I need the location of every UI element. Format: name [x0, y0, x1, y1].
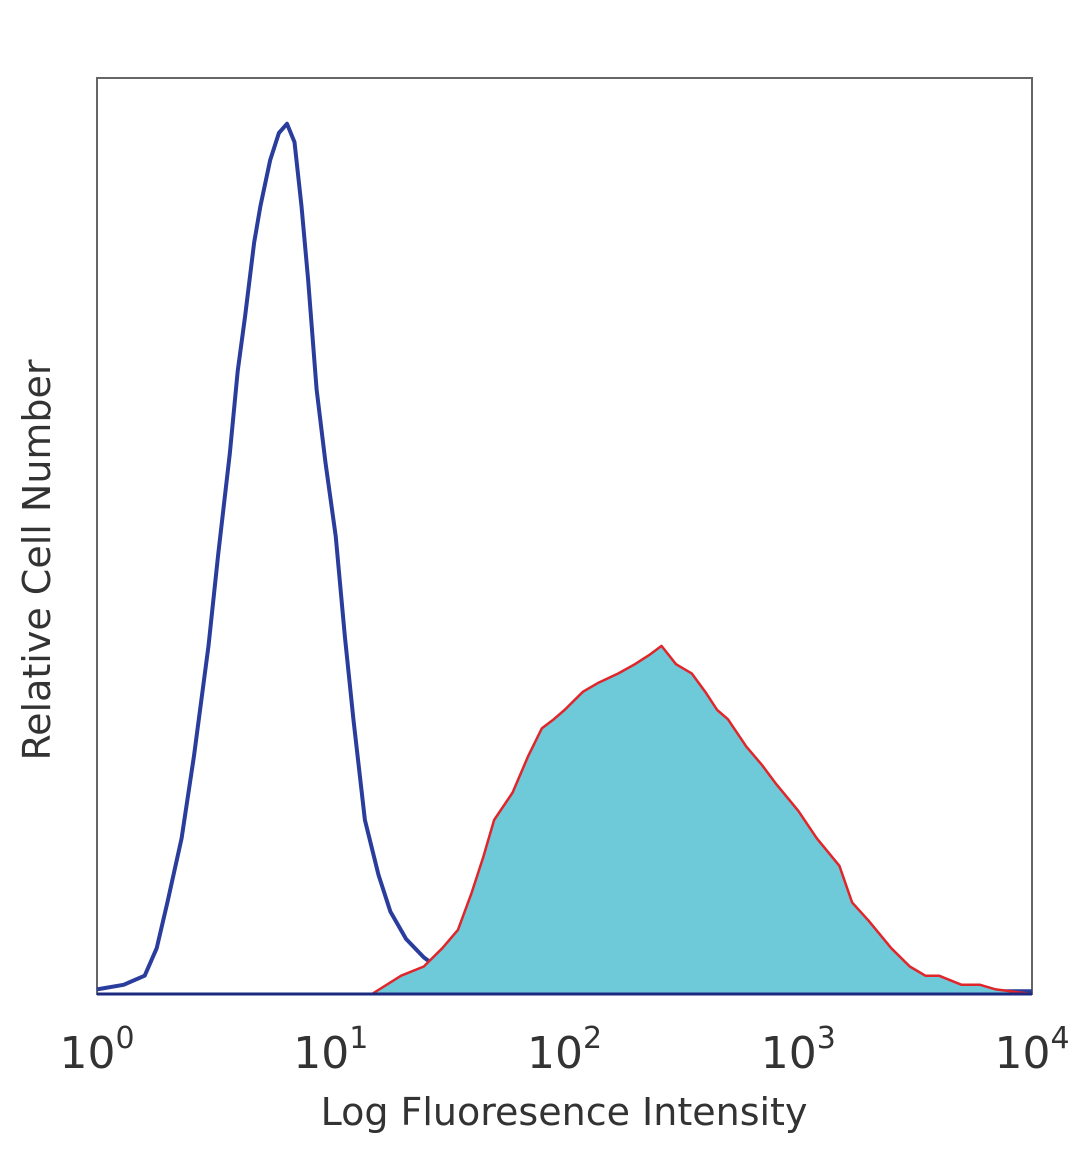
- x-tick-exp-1: 1: [349, 1021, 368, 1056]
- x-tick-base-4: 10: [994, 1028, 1050, 1079]
- series-layer: [96, 121, 1033, 996]
- x-tick-labels: 100 101 102 103 104: [59, 1021, 1069, 1079]
- y-axis-label: Relative Cell Number: [15, 359, 59, 760]
- series-1-line: [97, 644, 1033, 996]
- x-tick-base-0: 10: [59, 1028, 115, 1079]
- x-tick-label-3: 103: [761, 1021, 836, 1079]
- x-tick-label-2: 102: [527, 1021, 602, 1079]
- x-tick-base-1: 10: [293, 1028, 349, 1079]
- x-tick-exp-0: 0: [115, 1021, 134, 1056]
- x-tick-base-2: 10: [527, 1028, 583, 1079]
- x-tick-exp-3: 3: [817, 1021, 836, 1056]
- x-tick-base-3: 10: [761, 1028, 817, 1079]
- series-0-line: [96, 121, 1032, 994]
- x-tick-exp-2: 2: [583, 1021, 602, 1056]
- series-1-fill: [97, 645, 1032, 994]
- x-tick-exp-4: 4: [1050, 1021, 1069, 1056]
- x-tick-label-4: 104: [994, 1021, 1069, 1079]
- x-tick-label-0: 100: [59, 1021, 134, 1079]
- x-axis-label: Log Fluoresence Intensity: [321, 1090, 808, 1134]
- x-tick-label-1: 101: [293, 1021, 368, 1079]
